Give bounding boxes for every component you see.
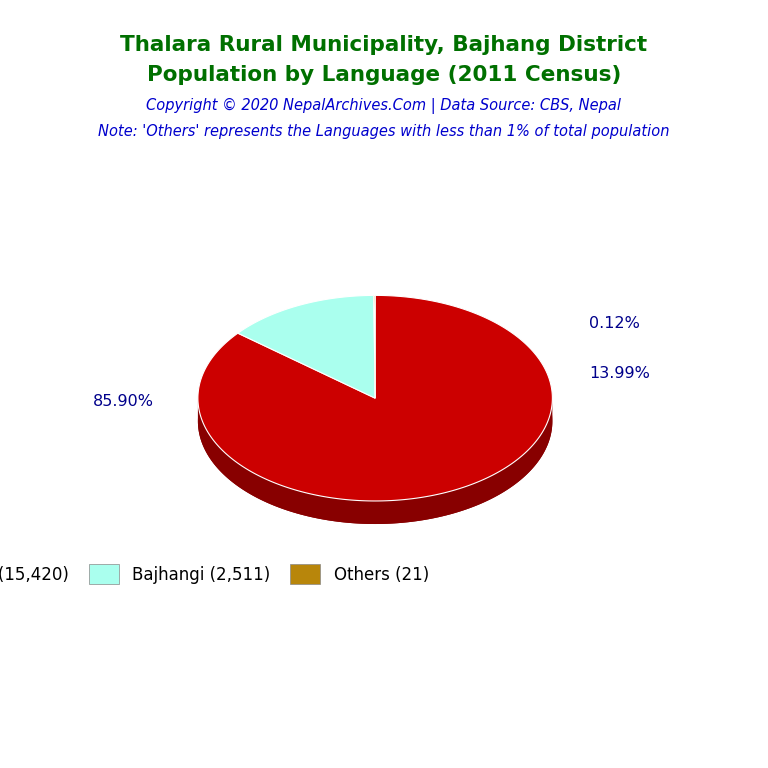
Text: 13.99%: 13.99% <box>589 366 650 381</box>
Legend: Nepali (15,420), Bajhangi (2,511), Others (21): Nepali (15,420), Bajhangi (2,511), Other… <box>0 564 429 584</box>
Polygon shape <box>198 319 552 524</box>
Text: Thalara Rural Municipality, Bajhang District: Thalara Rural Municipality, Bajhang Dist… <box>121 35 647 55</box>
Text: Note: 'Others' represents the Languages with less than 1% of total population: Note: 'Others' represents the Languages … <box>98 124 670 140</box>
Text: 0.12%: 0.12% <box>589 316 640 331</box>
Text: 85.90%: 85.90% <box>93 394 154 409</box>
Text: Copyright © 2020 NepalArchives.Com | Data Source: CBS, Nepal: Copyright © 2020 NepalArchives.Com | Dat… <box>147 98 621 114</box>
Polygon shape <box>374 296 375 398</box>
Polygon shape <box>198 398 552 524</box>
Text: Population by Language (2011 Census): Population by Language (2011 Census) <box>147 65 621 85</box>
Polygon shape <box>198 296 552 501</box>
Polygon shape <box>238 296 375 398</box>
